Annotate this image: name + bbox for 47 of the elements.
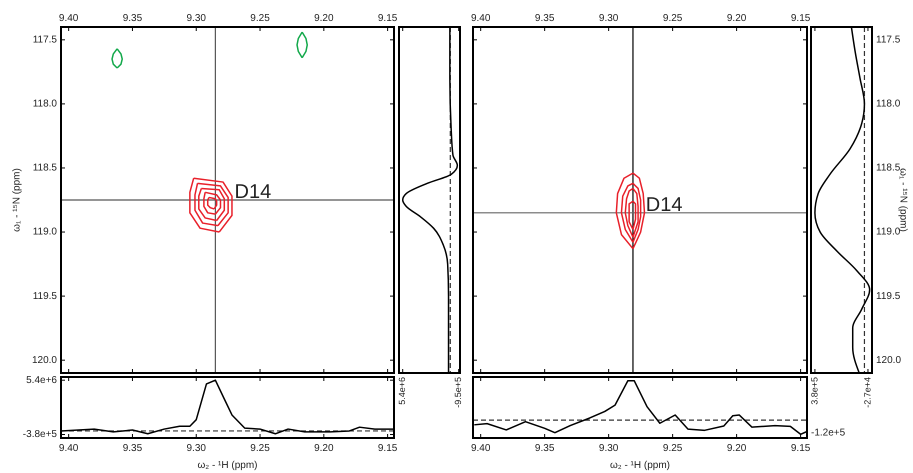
x-tick-label: 9.35 [534,13,555,24]
x-tick-label: 9.30 [186,13,206,24]
x-tick-label: 9.35 [122,443,143,454]
y-tick-label: 118.0 [32,98,58,110]
x-tick-label: 9.30 [186,443,206,454]
x-tick-label: 9.20 [314,443,334,454]
x-tick-label: 9.40 [470,13,491,24]
x-tick-label: 9.15 [790,13,811,24]
text: -1.2e+5 [811,428,846,439]
x-axis-title: ω₂ - ¹H (ppm) [610,460,670,471]
y-tick-label: 119.5 [32,290,58,302]
y-tick-label: 118.5 [32,162,58,174]
x-tick-label: -9.5e+5 [453,377,464,408]
y-axis-title: ω₁ - ¹⁵N (ppm) [12,168,23,232]
y-tick-label: 117.5 [876,34,901,46]
x-tick-label: 9.25 [662,443,683,454]
x-tick-label: -2.7e+4 [862,377,872,408]
y-tick-label: 119.5 [876,290,901,302]
x-tick-label: 9.20 [726,443,747,454]
x-tick-label: 9.20 [314,13,334,24]
y-tick-label: 120.0 [876,354,902,366]
x-tick-label: 9.15 [378,443,398,454]
x-tick-label: 9.20 [726,13,747,24]
x-tick-label: 9.25 [250,443,270,454]
annotation: D14 [646,194,682,216]
annotation: D14 [234,181,272,203]
x-tick-label: 9.35 [122,13,143,24]
x-tick-label: 9.40 [470,443,491,454]
x-tick-label: 9.30 [598,13,619,24]
y-tick-label: 120.0 [32,354,58,366]
x-tick-label: 9.40 [58,443,79,454]
y-tick-label: 119.0 [32,226,58,238]
x-tick-label: 3.8e+5 [809,377,820,405]
x-tick-label: 9.35 [534,443,555,454]
x-tick-label: 9.40 [58,13,79,24]
x-tick-label: 9.15 [378,13,398,24]
x-tick-label: 9.15 [790,443,811,454]
y-tick-label: -3.8e+5 [22,429,58,440]
x-tick-label: 9.25 [662,13,683,24]
y-tick-label: 118.5 [876,162,901,174]
y-tick-label: 118.0 [876,98,901,110]
x-tick-label: 9.25 [250,13,270,24]
x-tick-label: 5.4e+6 [397,377,408,405]
y-tick-label: 119.0 [876,226,901,238]
x-axis-title: ω₂ - ¹H (ppm) [197,460,258,471]
x-tick-label: 9.30 [598,443,619,454]
y-tick-label: 117.5 [32,34,58,46]
